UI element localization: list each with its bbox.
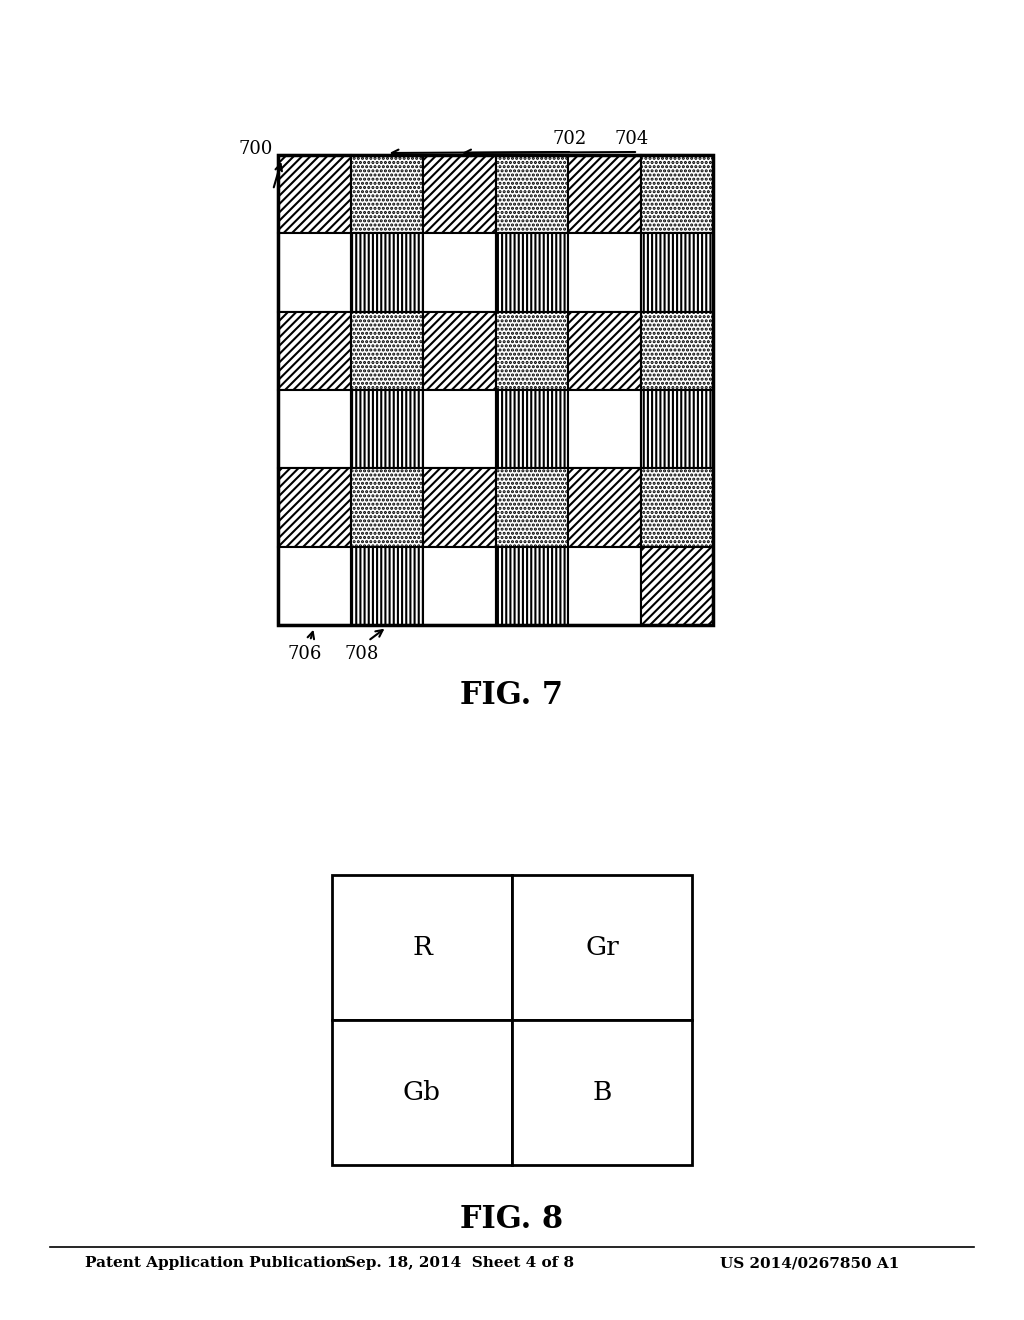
Bar bbox=[278, 312, 350, 389]
Text: 700: 700 bbox=[238, 140, 272, 158]
Bar bbox=[423, 312, 496, 389]
Bar bbox=[278, 469, 350, 546]
Text: B: B bbox=[592, 1080, 611, 1105]
Bar bbox=[496, 469, 568, 546]
Text: FIG. 8: FIG. 8 bbox=[461, 1204, 563, 1236]
Bar bbox=[350, 154, 423, 234]
Bar bbox=[496, 312, 568, 389]
Bar bbox=[496, 389, 568, 469]
Bar bbox=[423, 546, 496, 624]
Text: 708: 708 bbox=[345, 645, 379, 663]
Bar bbox=[640, 234, 713, 312]
Bar bbox=[568, 312, 640, 389]
Bar bbox=[278, 154, 350, 234]
Text: Patent Application Publication: Patent Application Publication bbox=[85, 1257, 347, 1270]
Bar bbox=[512, 875, 692, 1020]
Text: 702: 702 bbox=[553, 129, 587, 148]
Bar bbox=[332, 1020, 512, 1166]
Bar bbox=[423, 469, 496, 546]
Bar bbox=[332, 875, 512, 1020]
Bar bbox=[568, 234, 640, 312]
Bar bbox=[640, 389, 713, 469]
Bar bbox=[512, 1020, 692, 1166]
Bar bbox=[423, 389, 496, 469]
Bar bbox=[350, 546, 423, 624]
Text: 706: 706 bbox=[288, 645, 323, 663]
Text: 704: 704 bbox=[614, 129, 649, 148]
Bar bbox=[278, 234, 350, 312]
Bar bbox=[640, 469, 713, 546]
Bar bbox=[640, 154, 713, 234]
Text: R: R bbox=[412, 935, 432, 960]
Bar bbox=[496, 546, 568, 624]
Bar bbox=[568, 546, 640, 624]
Bar bbox=[350, 469, 423, 546]
Bar bbox=[350, 234, 423, 312]
Bar bbox=[568, 389, 640, 469]
Bar bbox=[496, 234, 568, 312]
Bar bbox=[423, 234, 496, 312]
Text: Gr: Gr bbox=[585, 935, 618, 960]
Bar bbox=[278, 546, 350, 624]
Text: US 2014/0267850 A1: US 2014/0267850 A1 bbox=[720, 1257, 899, 1270]
Bar bbox=[350, 389, 423, 469]
Bar bbox=[278, 154, 713, 624]
Bar bbox=[278, 389, 350, 469]
Text: Gb: Gb bbox=[403, 1080, 441, 1105]
Bar bbox=[568, 469, 640, 546]
Bar bbox=[640, 312, 713, 389]
Text: Sep. 18, 2014  Sheet 4 of 8: Sep. 18, 2014 Sheet 4 of 8 bbox=[345, 1257, 574, 1270]
Bar bbox=[423, 154, 496, 234]
Bar bbox=[496, 154, 568, 234]
Bar bbox=[640, 546, 713, 624]
Text: FIG. 7: FIG. 7 bbox=[461, 680, 563, 710]
Bar bbox=[350, 312, 423, 389]
Bar bbox=[568, 154, 640, 234]
